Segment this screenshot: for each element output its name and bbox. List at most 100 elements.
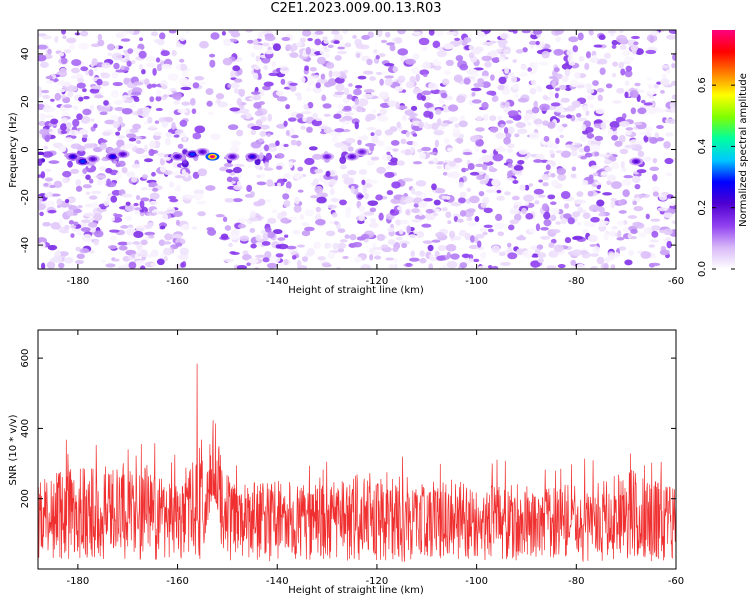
heatmap-cell xyxy=(182,174,192,182)
heatmap-cell xyxy=(621,113,627,119)
heatmap-cell xyxy=(443,43,454,50)
heatmap-cell xyxy=(42,94,50,99)
heatmap-cell xyxy=(357,75,367,80)
heatmap-cell xyxy=(392,246,399,253)
heatmap-cell xyxy=(441,264,447,269)
heatmap-cell xyxy=(361,179,366,186)
heatmap-cell xyxy=(314,38,322,46)
heatmap-cell xyxy=(649,136,658,144)
heatmap-cell xyxy=(99,111,108,116)
heatmap-cell xyxy=(533,188,544,195)
heatmap-cell xyxy=(564,68,571,77)
heatmap-cell xyxy=(241,254,252,261)
heatmap-cell xyxy=(185,30,190,35)
heatmap-cell xyxy=(477,31,486,39)
heatmap-cell xyxy=(310,195,319,199)
heatmap-cell xyxy=(127,224,134,228)
heatmap-cell xyxy=(286,245,297,250)
heatmap-cell xyxy=(283,120,288,127)
snr-series-line xyxy=(38,363,676,562)
heatmap-cell xyxy=(651,186,660,194)
heatmap-cell xyxy=(47,48,52,55)
heatmap-cell xyxy=(257,198,266,206)
heatmap-cell xyxy=(557,264,566,269)
heatmap-cell xyxy=(167,195,177,200)
heatmap-cell xyxy=(258,33,263,40)
heatmap-cell xyxy=(102,131,112,136)
heatmap-cell xyxy=(300,125,306,130)
heatmap-cell xyxy=(331,71,341,78)
heatmap-cell xyxy=(384,75,394,79)
heatmap-cell xyxy=(463,77,471,85)
heatmap-cell xyxy=(231,228,241,237)
heatmap-cell xyxy=(304,209,315,217)
heatmap-cell xyxy=(123,143,135,149)
heatmap-cell xyxy=(671,94,676,100)
heatmap-cell xyxy=(498,251,506,257)
heatmap-cell xyxy=(123,99,134,104)
heatmap-cell xyxy=(371,251,382,256)
heatmap-cell xyxy=(603,52,612,59)
heatmap-cell xyxy=(77,204,83,209)
heatmap-cell xyxy=(180,86,192,91)
heatmap-cell xyxy=(250,52,256,58)
heatmap-cell xyxy=(482,163,488,171)
heatmap-cell xyxy=(60,130,67,134)
heatmap-cell xyxy=(378,212,384,221)
heatmap-cell xyxy=(405,81,415,89)
heatmap-cell xyxy=(61,30,66,35)
heatmap-cell xyxy=(103,200,110,207)
heatmap-cell xyxy=(290,139,297,146)
heatmap-cell xyxy=(145,55,156,62)
heatmap-cell xyxy=(316,56,327,65)
heatmap-cell xyxy=(117,241,129,246)
heatmap-cell xyxy=(303,103,309,110)
heatmap-cell xyxy=(59,145,67,153)
heatmap-cell xyxy=(158,117,166,123)
heatmap-cell xyxy=(456,218,464,223)
heatmap-cell xyxy=(139,200,145,208)
heatmap-cell xyxy=(428,107,436,112)
heatmap-cell xyxy=(66,122,72,129)
heatmap-cell xyxy=(397,30,406,35)
heatmap-cell xyxy=(366,58,373,66)
heatmap-cell xyxy=(230,140,242,147)
heatmap-cell xyxy=(393,257,398,263)
heatmap-cell xyxy=(579,250,588,255)
heatmap-cell xyxy=(39,128,50,136)
heatmap-cell xyxy=(339,239,348,243)
heatmap-cell xyxy=(248,216,260,222)
heatmap-cell xyxy=(577,32,584,41)
heatmap-cell xyxy=(229,107,241,112)
heatmap-cell xyxy=(232,166,242,174)
heatmap-cell xyxy=(642,156,652,162)
heatmap-cell xyxy=(215,99,222,104)
heatmap-cell xyxy=(319,47,325,55)
heatmap-cell xyxy=(59,95,67,99)
snr-frame xyxy=(37,329,677,570)
heatmap-cell xyxy=(353,88,362,96)
heatmap-cell xyxy=(598,206,606,214)
heatmap-cell xyxy=(458,120,468,128)
heatmap-cell xyxy=(176,63,181,71)
heatmap-cell xyxy=(135,225,147,232)
heatmap-cell xyxy=(239,108,250,114)
heatmap-cell xyxy=(611,39,618,46)
heatmap-cell xyxy=(603,159,612,165)
heatmap-cell xyxy=(421,95,426,102)
heatmap-cell xyxy=(296,113,304,119)
x-tick-label: -100 xyxy=(465,276,488,287)
heatmap-cell xyxy=(266,199,272,203)
heatmap-cell xyxy=(367,200,379,206)
heatmap-cell xyxy=(362,70,374,75)
heatmap-cell xyxy=(375,71,383,76)
heatmap-cell xyxy=(418,201,428,208)
heatmap-cell xyxy=(77,145,86,152)
heatmap-cell xyxy=(395,236,403,241)
heatmap-cell xyxy=(324,81,333,88)
heatmap-cell xyxy=(116,135,126,139)
heatmap-cell xyxy=(193,193,204,201)
heatmap-cell xyxy=(59,251,69,257)
heatmap-cell xyxy=(100,80,110,87)
heatmap-cell xyxy=(182,135,187,142)
